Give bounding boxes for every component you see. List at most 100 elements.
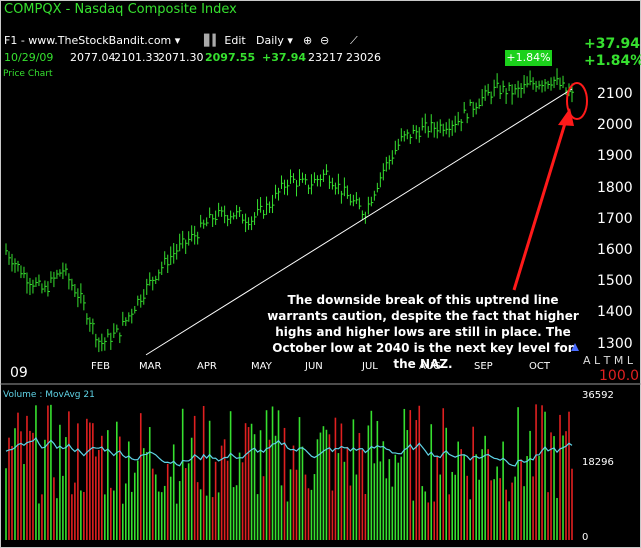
volume-bar bbox=[373, 463, 376, 540]
zoom-out-icon[interactable]: ⊖ bbox=[320, 34, 330, 47]
volume-bar bbox=[406, 430, 409, 540]
volume-bar bbox=[104, 494, 106, 540]
y-tick-label: 1800 bbox=[597, 180, 633, 196]
uptrend-line bbox=[145, 88, 573, 356]
volume-bar bbox=[481, 449, 483, 540]
volume-bar bbox=[550, 432, 552, 540]
volume-bar bbox=[376, 420, 379, 540]
volume-bar bbox=[38, 503, 40, 540]
volume-bar bbox=[250, 423, 253, 540]
volume-bar bbox=[490, 480, 492, 540]
volume-bar bbox=[427, 502, 430, 540]
volume-bar bbox=[253, 434, 256, 540]
volume-bar bbox=[23, 464, 25, 540]
volume-bar bbox=[325, 429, 328, 540]
volume-bar bbox=[151, 468, 154, 540]
volume-bar bbox=[349, 485, 352, 540]
quote-line: 10/29/09 bbox=[4, 51, 53, 64]
volume-bar bbox=[556, 497, 558, 540]
volume-bar bbox=[304, 474, 307, 540]
volume-bar bbox=[53, 477, 55, 540]
volume-bar bbox=[71, 494, 73, 540]
annotation-text: The downside break of this uptrend line … bbox=[267, 293, 579, 371]
volume-bar bbox=[256, 494, 259, 540]
source-dropdown[interactable]: F1 - www.TheStockBandit.com ▾ bbox=[4, 34, 180, 47]
volume-bar bbox=[403, 408, 406, 540]
volume-bar bbox=[424, 491, 427, 540]
title-separator: - bbox=[65, 2, 71, 17]
volume-bar bbox=[56, 498, 58, 540]
volume-bar bbox=[20, 431, 22, 540]
volume-bar bbox=[568, 411, 570, 540]
volume-bar bbox=[238, 452, 241, 540]
volume-bar bbox=[385, 478, 388, 540]
x-tick-label: FEB bbox=[91, 361, 110, 372]
volume-bar bbox=[226, 460, 229, 540]
volume-bar bbox=[92, 423, 94, 540]
volume-bar bbox=[157, 491, 160, 540]
volume-bar bbox=[523, 486, 525, 540]
volume-bar bbox=[59, 424, 61, 540]
volume-bar bbox=[145, 452, 148, 540]
quote-change: +37.94 bbox=[262, 51, 307, 64]
volume-bar bbox=[529, 430, 531, 540]
volume-bar bbox=[544, 411, 546, 540]
scale-mode-buttons[interactable]: A L T M L bbox=[583, 354, 633, 367]
volume-bar bbox=[29, 430, 31, 540]
volume-bar bbox=[442, 408, 445, 540]
volume-bar bbox=[451, 471, 454, 540]
volume-bar bbox=[14, 428, 16, 540]
volume-bar bbox=[121, 503, 124, 540]
x-tick-label: OCT bbox=[529, 361, 550, 372]
volume-bar bbox=[379, 461, 382, 540]
volume-bar bbox=[463, 454, 465, 540]
x-tick-label: MAY bbox=[251, 361, 272, 372]
volume-bar bbox=[172, 444, 175, 540]
period-label: Daily bbox=[256, 34, 284, 47]
volume-bar bbox=[301, 446, 304, 540]
volume-bar bbox=[11, 445, 13, 540]
volume-bar bbox=[394, 454, 397, 540]
quote-close: 2097.55 bbox=[205, 51, 256, 64]
volume-bar bbox=[355, 474, 358, 540]
price-panel-label: Price Chart bbox=[3, 69, 53, 79]
volume-bar bbox=[370, 410, 373, 540]
volume-bar bbox=[193, 415, 196, 540]
quote-open: 2077.04 bbox=[70, 51, 116, 64]
volume-bar bbox=[223, 439, 226, 540]
draw-line-icon[interactable]: ⟋ bbox=[350, 34, 358, 47]
volume-bar bbox=[187, 463, 190, 540]
volume-bar bbox=[334, 417, 337, 540]
x-tick-label: JUL bbox=[362, 361, 378, 372]
edit-button[interactable]: ▋▍ Edit bbox=[204, 34, 246, 47]
volume-bar bbox=[211, 497, 214, 540]
volume-bar bbox=[535, 404, 537, 540]
zoom-in-icon[interactable]: ⊕ bbox=[303, 34, 313, 47]
volume-bar bbox=[295, 469, 298, 540]
volume-bar bbox=[553, 436, 555, 540]
volume-bar bbox=[283, 427, 286, 540]
volume-bar bbox=[391, 486, 394, 540]
volume-bar bbox=[130, 491, 133, 540]
last-change-badge: +1.84% bbox=[505, 50, 552, 66]
volume-bar bbox=[460, 449, 462, 540]
volume-bar bbox=[68, 411, 70, 540]
y-tick-label: 1500 bbox=[597, 273, 633, 289]
volume-bar bbox=[80, 490, 82, 540]
volume-bar bbox=[298, 417, 301, 540]
volume-bar bbox=[107, 430, 109, 540]
volume-bar bbox=[517, 407, 519, 540]
volume-bar bbox=[133, 472, 136, 540]
volume-bar bbox=[292, 445, 295, 540]
volume-bar bbox=[421, 486, 424, 540]
volume-bar bbox=[196, 482, 199, 540]
volume-bar bbox=[532, 476, 534, 540]
period-dropdown[interactable]: Daily ▾ bbox=[256, 34, 293, 47]
volume-bar bbox=[86, 418, 88, 540]
volume-bar bbox=[271, 406, 274, 540]
volume-bar bbox=[101, 435, 103, 540]
volume-bar bbox=[496, 466, 498, 540]
volume-bar bbox=[247, 427, 250, 540]
price-bars bbox=[5, 68, 574, 353]
